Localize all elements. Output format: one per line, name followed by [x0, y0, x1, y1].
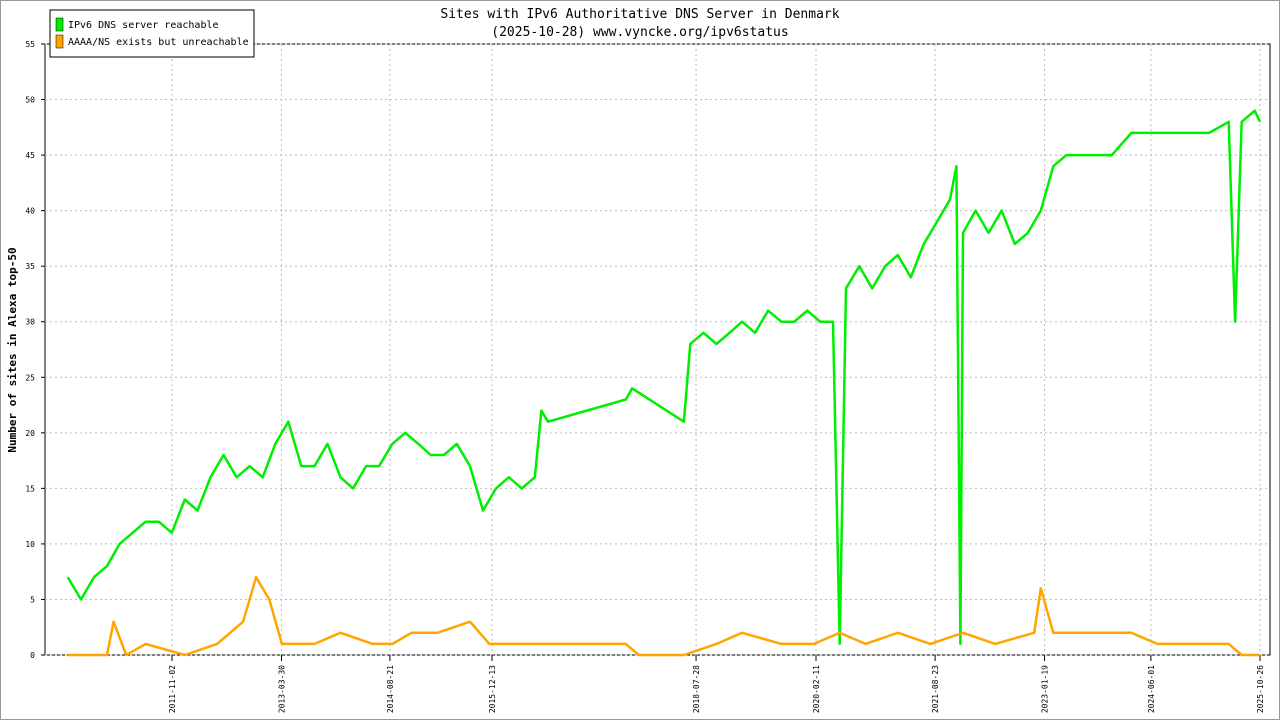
series-line — [66, 109, 1262, 646]
y-tick-label: 20 — [25, 429, 35, 438]
y-tick-label: 55 — [25, 40, 35, 49]
y-tick-label: 50 — [25, 96, 35, 105]
y-tick-label: 35 — [25, 262, 35, 271]
y-tick-label: 10 — [25, 540, 35, 549]
y-tick-label: 0 — [30, 651, 35, 660]
x-tick-label: 2014-08-21 — [386, 665, 395, 713]
x-tick-label: 2018-07-28 — [692, 665, 701, 713]
legend-label: AAAA/NS exists but unreachable — [68, 37, 249, 48]
x-tick-label: 2025-10-26 — [1256, 665, 1265, 713]
legend-box — [49, 9, 255, 58]
y-tick-label: 5 — [30, 595, 35, 604]
y-tick-label: 40 — [25, 207, 35, 216]
chart-title: Sites with IPv6 Authoritative DNS Server… — [440, 7, 839, 22]
legend-label: IPv6 DNS server reachable — [68, 20, 219, 31]
y-axis-label: Number of sites in Alexa top-50 — [6, 247, 19, 452]
legend-swatch — [55, 17, 64, 32]
y-tick-label: 25 — [25, 373, 35, 382]
x-tick-label: 2021-08-23 — [931, 665, 940, 713]
chart-subtitle: (2025-10-28) www.vyncke.org/ipv6status — [491, 25, 788, 40]
y-tick-label: 15 — [25, 484, 35, 493]
x-tick-label: 2011-11-02 — [168, 665, 177, 713]
y-tick-label: 30 — [25, 318, 35, 327]
x-tick-label: 2020-02-11 — [812, 665, 821, 713]
legend-swatch — [55, 34, 64, 49]
x-tick-label: 2015-12-13 — [488, 665, 497, 713]
x-tick-label: 2023-01-19 — [1041, 665, 1050, 713]
series-line — [67, 575, 1260, 657]
x-tick-label: 2013-03-30 — [277, 665, 286, 713]
x-tick-label: 2024-06-01 — [1147, 665, 1156, 713]
y-tick-label: 45 — [25, 151, 35, 160]
